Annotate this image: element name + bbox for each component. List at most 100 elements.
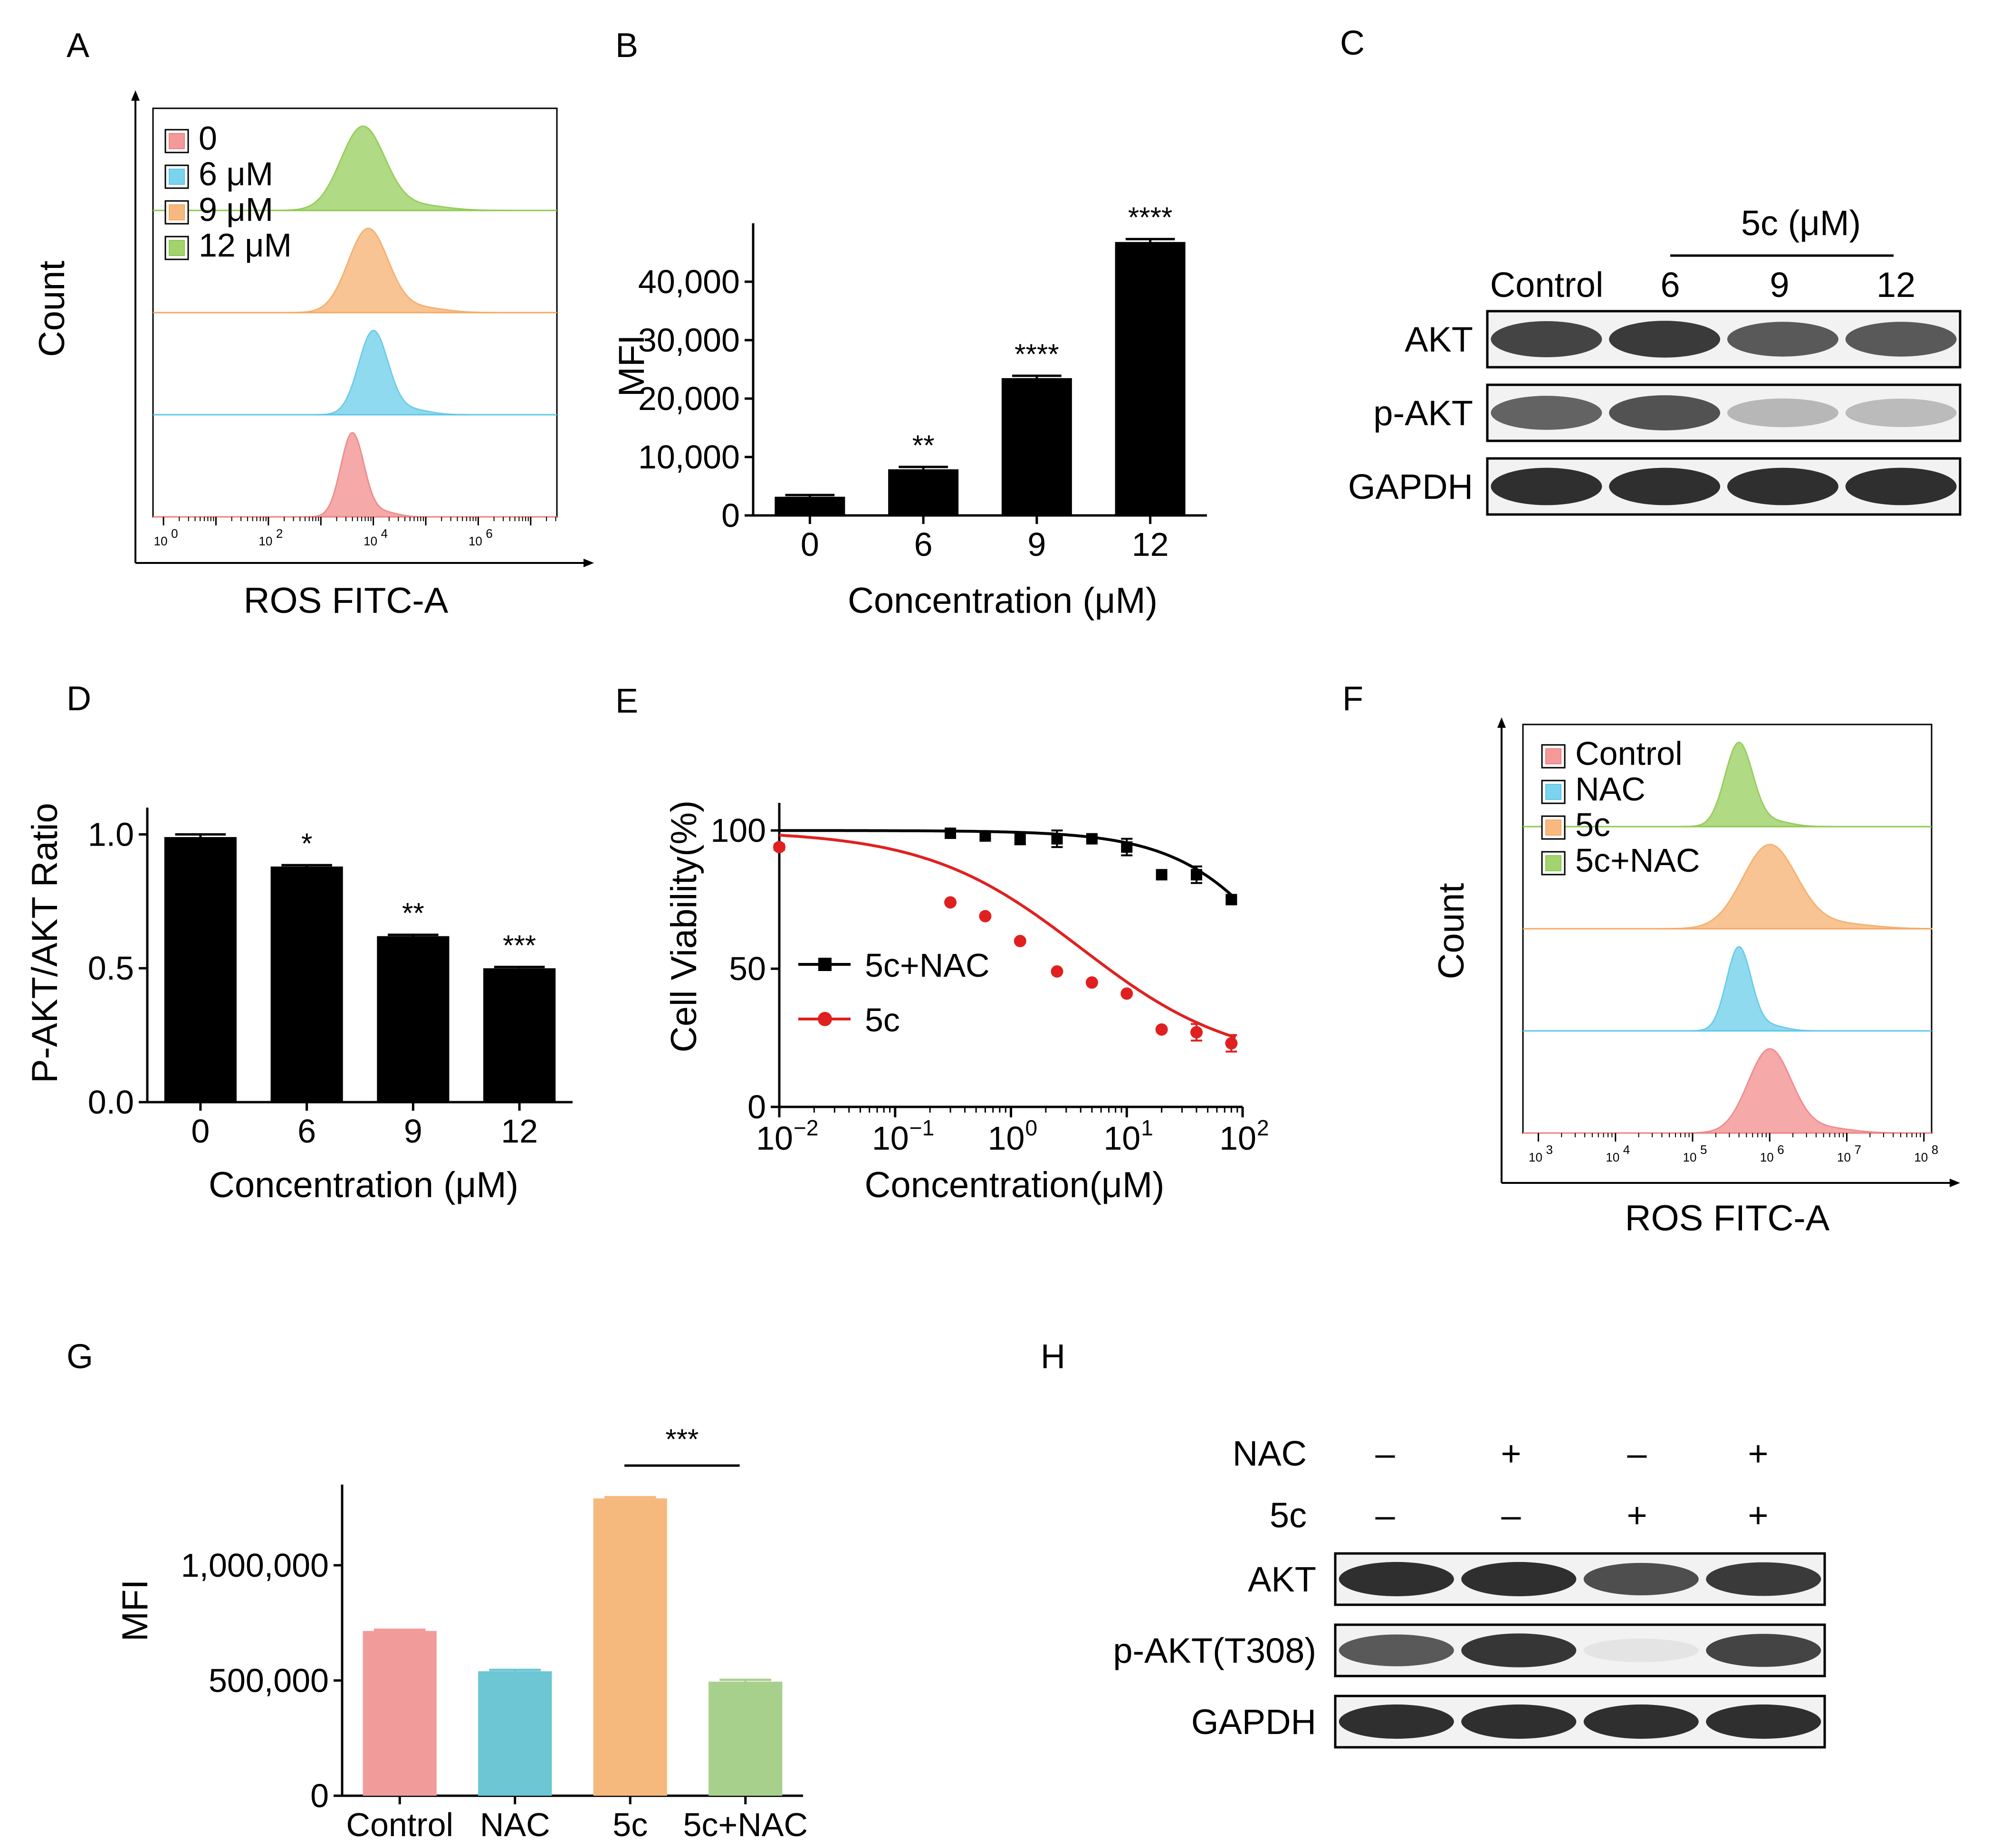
blot-band — [1706, 1704, 1821, 1739]
data-point — [1191, 869, 1203, 881]
legend-label: 9 μM — [199, 191, 273, 228]
y-tick-label: 30,000 — [638, 322, 740, 359]
y-tick-label: 1.0 — [88, 816, 134, 853]
x-tick-label: 10 — [1529, 1150, 1542, 1164]
legend-marker — [818, 1012, 832, 1026]
x-label-concentration: Concentration (μM) — [848, 581, 1158, 621]
y-tick-label: 100 — [710, 812, 766, 849]
legend-marker — [818, 958, 832, 971]
x-tick-label: 0 — [801, 526, 819, 563]
x-tick-label: 10 — [1914, 1150, 1928, 1164]
x-tick-label: 10 — [154, 534, 168, 548]
legend-label: Control — [1575, 735, 1683, 772]
blot-band — [1583, 1704, 1699, 1739]
bar — [593, 1498, 667, 1796]
blot-band — [1339, 1562, 1454, 1597]
x-tick-exponent: 0 — [171, 526, 178, 541]
legend-label: 5c+NAC — [1575, 842, 1700, 879]
bar — [775, 496, 845, 515]
x-tick-exponent: 7 — [1855, 1143, 1861, 1157]
histogram-peak — [153, 432, 557, 518]
bar — [478, 1671, 552, 1796]
x-tick-label: 12 — [501, 1113, 538, 1150]
histogram-peak — [1523, 1048, 1932, 1134]
significance-label: *** — [503, 929, 536, 961]
panel-h-western-blot: NAC – + – +5c – – + + AKT p-AKT(T308) GAPDH — [1113, 1434, 1826, 1749]
x-tick-label: 0 — [191, 1113, 210, 1150]
panel-label-c: C — [1340, 24, 1365, 62]
blot-row-label: p-AKT(T308) — [1113, 1631, 1316, 1670]
x-tick-label: 5c+NAC — [683, 1806, 808, 1843]
x-tick-label: Control — [346, 1806, 453, 1843]
data-point — [1225, 1037, 1238, 1050]
x-tick-label: 10 — [364, 534, 377, 548]
group-header-5c: 5c (μM) — [1741, 203, 1861, 243]
significance-label: **** — [1128, 201, 1172, 233]
legend-swatch — [1545, 748, 1561, 764]
y-tick-label: 20,000 — [638, 380, 740, 417]
y-tick-label: 0 — [721, 497, 740, 534]
bar — [363, 1631, 437, 1796]
y-tick-label: 10,000 — [638, 438, 740, 476]
blot-band — [1609, 467, 1721, 505]
x-tick-label: 5c — [613, 1806, 648, 1843]
x-tick-label: 10 — [1103, 1120, 1140, 1157]
lane-label: 12 — [1876, 265, 1915, 305]
bar — [1115, 242, 1186, 515]
data-point — [945, 828, 957, 839]
data-point — [1190, 1026, 1203, 1038]
y-label-viability: Cell Viability(%) — [664, 800, 704, 1053]
blot-band — [1845, 399, 1957, 427]
axis-x-arrowhead — [584, 559, 594, 567]
data-point — [1121, 841, 1133, 853]
histogram-peak — [1523, 946, 1932, 1032]
blot-band — [1609, 395, 1721, 431]
blot-row-label: AKT — [1405, 320, 1473, 359]
data-point — [1156, 869, 1168, 881]
legend-swatch — [169, 133, 185, 149]
x-tick-label: 12 — [1132, 526, 1169, 563]
x-tick-exponent: 3 — [1546, 1143, 1552, 1157]
x-tick-exponent: 1 — [1141, 1115, 1153, 1140]
x-tick-label: 10 — [258, 534, 272, 548]
legend-swatch — [1545, 855, 1561, 871]
x-tick-exponent: 6 — [1777, 1143, 1784, 1157]
blot-band — [1706, 1634, 1821, 1667]
legend-label: 12 μM — [199, 227, 292, 264]
blot-band — [1339, 1634, 1454, 1667]
blot-band — [1339, 1704, 1454, 1739]
x-label-ros: ROS FITC-A — [244, 581, 449, 621]
panel-label-h: H — [1041, 1338, 1065, 1376]
x-tick-label: 10 — [756, 1120, 793, 1157]
lane-label: Control — [1490, 265, 1604, 305]
blot-band — [1583, 1562, 1699, 1596]
panel-label-b: B — [615, 27, 638, 65]
significance-label: ** — [912, 429, 935, 461]
blot-band — [1461, 1633, 1577, 1667]
legend-swatch — [169, 169, 185, 185]
data-point — [979, 830, 991, 842]
lane-label: 9 — [1770, 265, 1789, 305]
blot-band — [1583, 1638, 1699, 1662]
x-tick-label: 10 — [1683, 1150, 1697, 1164]
x-tick-label: 10 — [1760, 1150, 1774, 1164]
bar — [888, 469, 959, 515]
y-tick-label: 0 — [747, 1088, 766, 1125]
treatment-sign: + — [1501, 1434, 1521, 1473]
significance-label: *** — [665, 1423, 699, 1455]
blot-band — [1706, 1562, 1821, 1596]
axis-x-arrowhead-f — [1950, 1179, 1960, 1187]
panel-c-western-blot: 5c (μM) Control 6 9 12 AKT p-AKT GAPDH — [1348, 203, 1962, 516]
data-point — [1225, 894, 1237, 905]
histogram-traces — [153, 125, 557, 518]
data-point — [944, 896, 957, 909]
legend-swatch — [169, 204, 185, 220]
y-label-count: Count — [32, 261, 72, 357]
legend-swatch — [1545, 784, 1561, 800]
fit-curve — [779, 829, 1237, 900]
x-tick-label: 10 — [1837, 1150, 1851, 1164]
bar — [377, 936, 450, 1102]
